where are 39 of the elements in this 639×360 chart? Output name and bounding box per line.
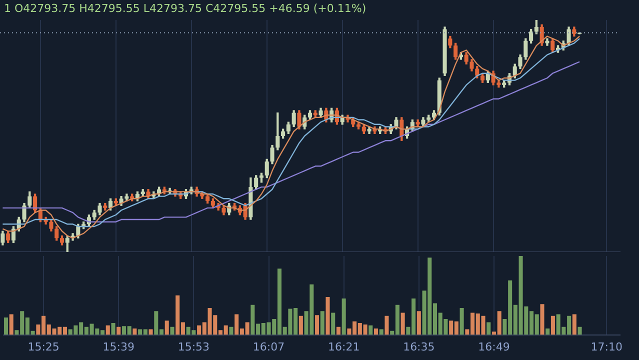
- x-tick-label: 16:49: [478, 340, 510, 354]
- bar: [164, 320, 169, 335]
- bar: [336, 326, 340, 335]
- bar: [331, 312, 336, 335]
- x-tick-label: 15:25: [28, 340, 60, 354]
- bar: [416, 311, 421, 335]
- bar: [111, 322, 116, 335]
- bar: [368, 325, 373, 335]
- bar: [148, 329, 153, 335]
- bar: [132, 328, 137, 335]
- bar: [379, 329, 384, 335]
- bar: [546, 328, 550, 335]
- bar: [229, 326, 234, 335]
- bar: [384, 316, 389, 335]
- x-tick-label: 16:07: [252, 340, 285, 354]
- bar: [540, 304, 544, 335]
- bar: [106, 325, 110, 335]
- bar: [460, 308, 464, 335]
- bar: [116, 326, 121, 335]
- bar: [320, 311, 324, 335]
- bar: [578, 326, 582, 335]
- bar: [550, 316, 555, 335]
- bar: [400, 312, 405, 335]
- bar: [4, 317, 8, 335]
- bar: [374, 328, 378, 335]
- bar: [170, 326, 174, 335]
- bar: [315, 315, 320, 335]
- x-tick-label: 17:10: [590, 340, 622, 354]
- text: 1 O42793.75 H42795.55 L42793.75 C42795.55 +46.59 (+0.11%): [4, 2, 366, 15]
- bar: [486, 322, 491, 335]
- bar: [342, 298, 346, 335]
- bar: [572, 314, 576, 335]
- x-tick-label: 16:35: [403, 340, 435, 354]
- x-tick-label: 16:21: [328, 340, 360, 354]
- bar: [9, 314, 14, 335]
- bar: [298, 316, 303, 335]
- bar: [326, 296, 330, 335]
- x-tick-label: 15:53: [178, 340, 210, 354]
- x-tick-label: 15:39: [102, 340, 134, 354]
